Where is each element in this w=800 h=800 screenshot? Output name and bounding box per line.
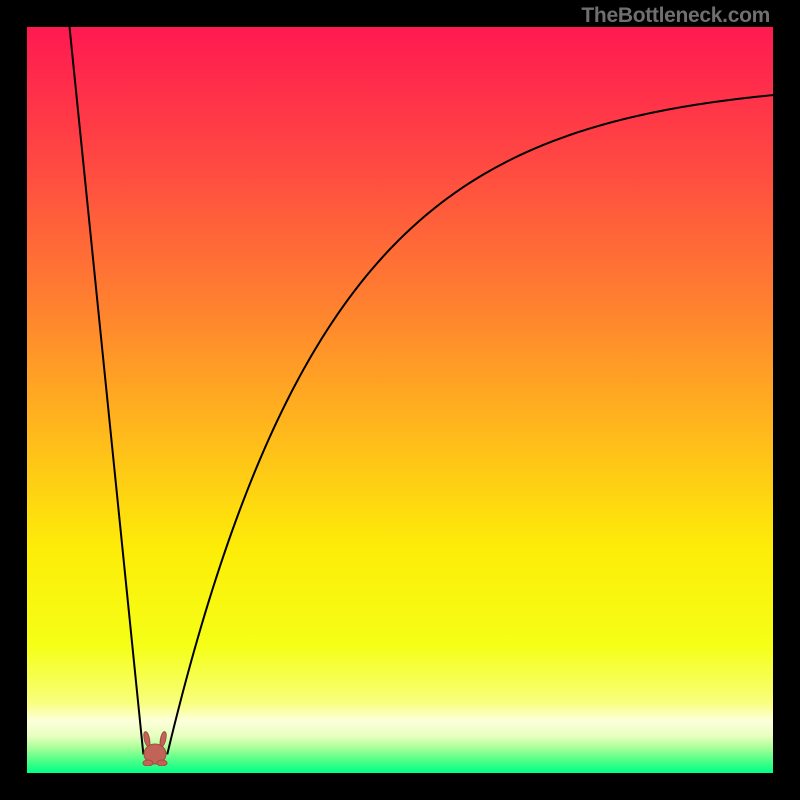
curve-right-branch: [167, 95, 773, 754]
plot-area: [27, 27, 773, 773]
curve-left-branch: [70, 27, 144, 754]
bottleneck-curve: [27, 27, 773, 773]
bunny-icon: [137, 730, 173, 766]
watermark-text: TheBottleneck.com: [581, 4, 770, 28]
